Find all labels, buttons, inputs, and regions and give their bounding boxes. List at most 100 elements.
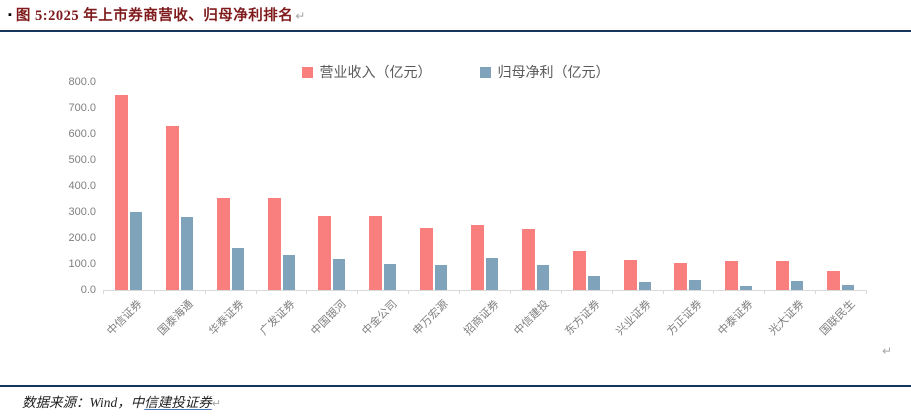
x-axis-tick bbox=[713, 290, 715, 294]
x-axis-tick bbox=[764, 290, 766, 294]
profit-bar-国泰海通[interactable] bbox=[180, 217, 193, 290]
y-axis-tick-label: 300.0 bbox=[68, 206, 96, 218]
x-axis-label-广发证券: 广发证券 bbox=[258, 298, 298, 338]
profit-bar-兴业证券[interactable] bbox=[638, 282, 651, 290]
profit-bar-招商证券[interactable] bbox=[485, 257, 498, 290]
caption-bullet-icon: ▪ bbox=[8, 9, 12, 21]
data-source-link[interactable]: 信建投证券 bbox=[144, 395, 212, 410]
x-axis-tick bbox=[306, 290, 308, 294]
x-axis-tick bbox=[662, 290, 664, 294]
revenue-bar-中金公司[interactable] bbox=[369, 215, 383, 290]
return-mark-icon: ↵ bbox=[882, 344, 893, 358]
revenue-bar-华泰证券[interactable] bbox=[216, 197, 230, 290]
bar-group-方正证券 bbox=[663, 262, 714, 290]
bar-group-中信建投 bbox=[510, 228, 561, 290]
y-axis-tick-label: 400.0 bbox=[68, 180, 96, 192]
x-axis-label-中国银河: 中国银河 bbox=[308, 298, 349, 338]
y-axis-tick-label: 800.0 bbox=[68, 76, 96, 88]
x-axis-label-中信建投: 中信建投 bbox=[512, 298, 552, 338]
revenue-bar-兴业证券[interactable] bbox=[623, 260, 637, 290]
x-axis-label-兴业证券: 兴业证券 bbox=[614, 298, 654, 338]
x-axis-label-国泰海通: 国泰海通 bbox=[156, 298, 196, 338]
legend-label: 营业收入（亿元） bbox=[319, 64, 432, 80]
revenue-bar-国联民生[interactable] bbox=[827, 270, 841, 290]
legend-item-revenue: 营业收入（亿元） bbox=[301, 62, 432, 82]
revenue-bar-中信建投[interactable] bbox=[521, 228, 535, 290]
x-axis-tick bbox=[509, 290, 511, 294]
profit-bar-国联民生[interactable] bbox=[842, 284, 855, 290]
profit-bar-中国银河[interactable] bbox=[333, 258, 346, 290]
bar-group-光大证券 bbox=[764, 261, 815, 290]
bar-group-国联民生 bbox=[815, 270, 866, 290]
bar-group-国泰海通 bbox=[154, 126, 205, 290]
profit-bar-中信证券[interactable] bbox=[129, 212, 142, 290]
profit-bar-广发证券[interactable] bbox=[282, 254, 295, 290]
bar-group-兴业证券 bbox=[612, 260, 663, 290]
profit-bar-方正证券[interactable] bbox=[689, 279, 702, 290]
revenue-bar-光大证券[interactable] bbox=[776, 261, 790, 290]
x-axis-label-东方证券: 东方证券 bbox=[563, 298, 603, 338]
y-axis-tick-label: 700.0 bbox=[68, 102, 96, 114]
bar-group-中国银河 bbox=[306, 215, 357, 290]
revenue-bar-申万宏源[interactable] bbox=[420, 227, 434, 290]
x-axis-tick bbox=[204, 290, 206, 294]
profit-bar-华泰证券[interactable] bbox=[231, 248, 244, 290]
revenue-bar-东方证券[interactable] bbox=[572, 251, 586, 290]
x-axis-label-方正证券: 方正证券 bbox=[664, 298, 705, 338]
x-axis-tick bbox=[560, 290, 562, 294]
x-axis-label-中金公司: 中金公司 bbox=[359, 298, 400, 338]
revenue-bar-中泰证券[interactable] bbox=[725, 261, 739, 290]
y-axis-tick-label: 100.0 bbox=[68, 258, 96, 270]
profit-bar-中泰证券[interactable] bbox=[740, 286, 753, 290]
x-axis-tick bbox=[357, 290, 359, 294]
y-axis-tick-label: 600.0 bbox=[68, 128, 96, 140]
bar-group-中信证券 bbox=[103, 95, 154, 290]
bar-group-招商证券 bbox=[459, 225, 510, 290]
bar-group-广发证券 bbox=[256, 197, 307, 290]
x-axis-tick bbox=[866, 290, 867, 294]
x-axis-label-华泰证券: 华泰证券 bbox=[207, 298, 247, 338]
legend-swatch-icon bbox=[479, 66, 491, 78]
top-divider bbox=[0, 30, 911, 32]
x-axis-label-国联民生: 国联民生 bbox=[817, 298, 858, 338]
x-axis-label-申万宏源: 申万宏源 bbox=[410, 298, 451, 338]
chart-legend: 营业收入（亿元） 归母净利（亿元） bbox=[0, 62, 911, 82]
profit-bar-光大证券[interactable] bbox=[791, 280, 804, 290]
y-axis: 0.0 100.0 200.0 300.0 400.0 500.0 600.0 700.0 80… bbox=[0, 76, 96, 296]
x-axis-label-中信证券: 中信证券 bbox=[105, 298, 146, 338]
profit-bar-申万宏源[interactable] bbox=[435, 265, 448, 290]
x-axis-tick bbox=[611, 290, 613, 294]
revenue-bar-中信证券[interactable] bbox=[114, 95, 128, 290]
profit-bar-中信建投[interactable] bbox=[536, 265, 549, 290]
x-axis-tick bbox=[103, 290, 104, 294]
x-axis-tick bbox=[153, 290, 155, 294]
return-mark-icon: ↵ bbox=[211, 397, 221, 410]
legend-label: 归母净利（亿元） bbox=[497, 64, 610, 80]
figure-title: 图 5:2025 年上市券商营收、归母净利排名 bbox=[15, 8, 294, 24]
revenue-bar-方正证券[interactable] bbox=[674, 262, 688, 290]
data-source: 数据来源：Wind，中信建投证券↵ bbox=[22, 391, 221, 411]
return-mark-icon: ↵ bbox=[295, 9, 306, 23]
revenue-bar-国泰海通[interactable] bbox=[165, 126, 179, 290]
revenue-bar-广发证券[interactable] bbox=[267, 197, 281, 290]
bar-group-中金公司 bbox=[357, 215, 408, 290]
bar-group-中泰证券 bbox=[713, 261, 764, 290]
revenue-bar-招商证券[interactable] bbox=[470, 225, 484, 290]
x-axis-label-招商证券: 招商证券 bbox=[461, 298, 502, 338]
figure-caption: ▪ 图 5:2025 年上市券商营收、归母净利排名 ↵ bbox=[8, 4, 903, 25]
x-axis-tick bbox=[815, 290, 817, 294]
y-axis-tick-label: 0.0 bbox=[80, 284, 96, 296]
bar-group-华泰证券 bbox=[205, 197, 256, 290]
y-axis-tick-label: 200.0 bbox=[68, 232, 96, 244]
revenue-bar-中国银河[interactable] bbox=[318, 215, 332, 290]
profit-bar-东方证券[interactable] bbox=[587, 275, 600, 290]
bar-group-东方证券 bbox=[561, 251, 612, 290]
bar-group-申万宏源 bbox=[408, 227, 459, 290]
bottom-divider bbox=[0, 385, 911, 387]
x-axis-tick bbox=[408, 290, 410, 294]
profit-bar-中金公司[interactable] bbox=[384, 264, 397, 290]
x-axis-label-中泰证券: 中泰证券 bbox=[715, 298, 756, 338]
legend-item-profit: 归母净利（亿元） bbox=[479, 62, 610, 82]
plot-area: 中信证券 国泰海通 华泰证券 广发证券 中国银河 中金公司 申万宏源 招商证券 中信建投 东方证券… bbox=[103, 82, 867, 338]
x-axis-tick bbox=[255, 290, 257, 294]
